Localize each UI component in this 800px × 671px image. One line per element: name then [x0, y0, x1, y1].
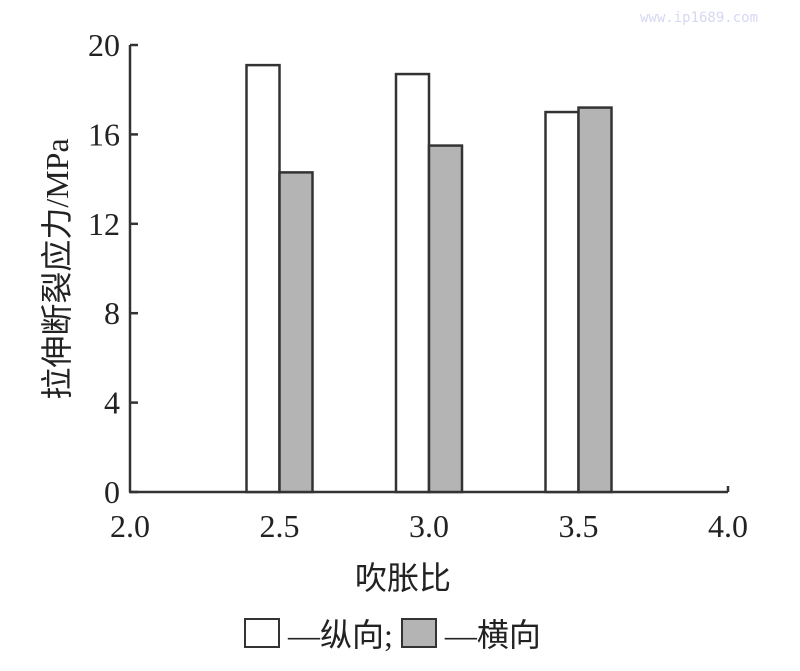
bar-longitudinal — [245, 63, 281, 494]
y-tick-label: 0 — [104, 474, 120, 510]
bar-transverse — [577, 106, 613, 494]
x-tick-label: 2.5 — [260, 508, 300, 544]
legend-item-longitudinal: —纵向; — [244, 610, 393, 656]
bar-longitudinal — [544, 110, 580, 494]
y-tick-label: 16 — [88, 116, 120, 152]
y-tick-label: 4 — [104, 385, 120, 421]
y-tick-label: 12 — [88, 206, 120, 242]
x-tick-label: 2.0 — [110, 508, 150, 544]
y-tick-label: 8 — [104, 295, 120, 331]
legend-label-transverse: —横向 — [444, 617, 541, 653]
legend: —纵向; —横向 — [244, 610, 541, 656]
legend-item-transverse: —横向 — [400, 610, 541, 656]
bar-longitudinal — [394, 72, 431, 494]
legend-swatch-transverse — [400, 618, 437, 648]
legend-swatch-longitudinal — [244, 618, 280, 648]
y-tick-label: 20 — [88, 27, 120, 63]
x-tick-label: 4.0 — [708, 508, 748, 544]
x-tick-label: 3.5 — [559, 508, 599, 544]
y-axis-label: 拉伸断裂应力/MPa — [39, 137, 75, 400]
bar-transverse — [427, 144, 464, 494]
bar-transverse — [278, 171, 314, 494]
y-axis-label-wrap: 拉伸断裂应力/MPa — [30, 45, 80, 492]
x-axis-label: 吹胀比 — [354, 560, 451, 596]
watermark: www.ip1689.com — [640, 10, 759, 26]
legend-label-longitudinal: —纵向; — [288, 617, 393, 653]
x-tick-label: 3.0 — [409, 508, 449, 544]
